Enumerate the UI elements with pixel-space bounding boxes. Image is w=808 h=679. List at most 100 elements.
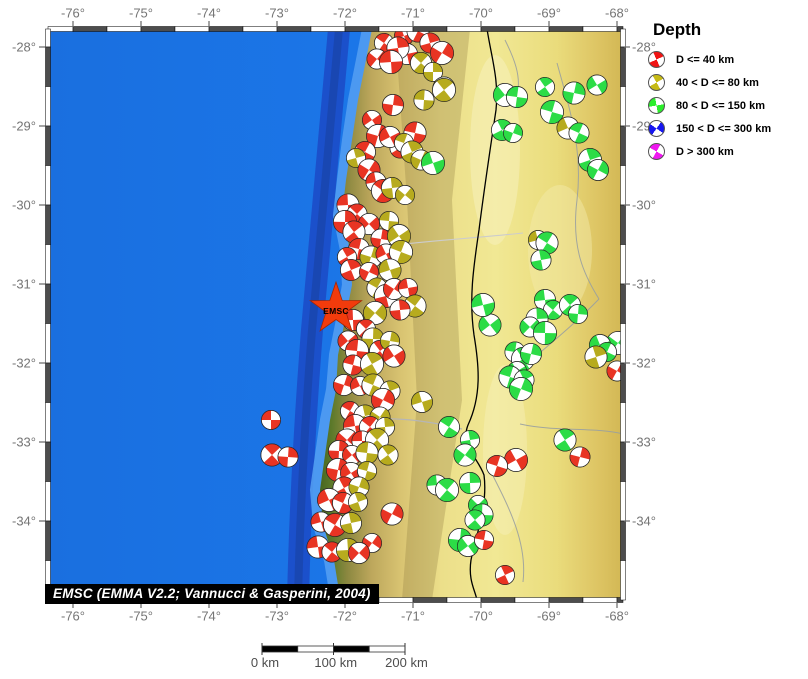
frame-segment <box>378 597 414 603</box>
frame-segment <box>45 204 51 245</box>
frame-segment <box>620 125 626 166</box>
frame-segment <box>45 244 51 285</box>
beachball <box>348 492 368 512</box>
axis-label: -70° <box>469 608 493 624</box>
axis-label: -28° <box>632 39 656 55</box>
frame-segment <box>45 402 51 443</box>
frame-segment <box>620 28 626 48</box>
frame-segment <box>242 26 278 32</box>
beachball <box>340 512 362 534</box>
frame-segment <box>620 244 626 285</box>
frame-segment <box>620 402 626 443</box>
frame-segment <box>140 26 176 32</box>
frame-segment <box>45 520 51 561</box>
beachball <box>459 472 481 494</box>
frame-segment <box>514 597 550 603</box>
scale-bar-segment <box>333 645 370 653</box>
frame-segment <box>548 597 584 603</box>
beachball <box>430 41 454 65</box>
credit-label: EMSC (EMMA V2.2; Vannucci & Gasperini, 2… <box>45 584 379 604</box>
beachball <box>261 410 281 430</box>
axis-label: -75° <box>129 5 153 21</box>
axis-label: -30° <box>12 197 36 213</box>
beachball <box>342 354 364 376</box>
beachball <box>357 461 377 481</box>
frame-segment <box>412 597 448 603</box>
frame-segment <box>174 26 210 32</box>
axis-label: -74° <box>197 5 221 21</box>
beachball <box>504 448 528 472</box>
frame-segment <box>310 26 346 32</box>
depth-legend: Depth D <= 40 km 40 < D <= 80 km 80 < D <=… <box>648 20 806 163</box>
beachball <box>382 94 404 116</box>
emsc-star-shape <box>309 280 363 332</box>
legend-item: D <= 40 km <box>648 48 806 71</box>
beachball <box>382 344 406 368</box>
emsc-star-label: EMSC <box>323 306 349 316</box>
legend-beachball-icon <box>648 120 665 137</box>
beachball <box>535 77 555 97</box>
frame-segment <box>45 46 51 87</box>
beachball <box>421 151 445 175</box>
beachball <box>377 444 399 466</box>
beachball <box>495 565 515 585</box>
beachball <box>411 391 433 413</box>
axis-label: -72° <box>333 608 357 624</box>
legend-item: 150 < D <= 300 km <box>648 117 806 140</box>
axis-label: -72° <box>333 5 357 21</box>
axis-label: -73° <box>265 608 289 624</box>
beachball <box>568 122 590 144</box>
beachball <box>520 343 542 365</box>
beachball <box>395 185 415 205</box>
emsc-star <box>309 280 363 332</box>
scale-bar-segment <box>368 645 406 653</box>
beachball <box>464 509 486 531</box>
frame-segment <box>620 560 626 601</box>
map-interior <box>48 29 623 600</box>
axis-label: -73° <box>265 5 289 21</box>
legend-item-label: D > 300 km <box>676 145 734 158</box>
frame-segment <box>45 125 51 166</box>
axis-label: -32° <box>12 355 36 371</box>
frame-segment <box>106 26 142 32</box>
scale-bar-segment <box>261 645 299 653</box>
axis-label: -75° <box>129 608 153 624</box>
beachball <box>503 123 523 143</box>
beachball <box>474 530 494 550</box>
beachball <box>568 304 588 324</box>
beachball <box>506 86 528 108</box>
legend-beachball-icon <box>648 143 665 160</box>
axis-label: -34° <box>632 513 656 529</box>
beachball <box>389 299 411 321</box>
high-andes-patch <box>483 365 527 535</box>
beachball <box>371 388 395 412</box>
beachball <box>389 240 413 264</box>
frame-segment <box>620 86 626 127</box>
beachball <box>332 492 354 514</box>
beachball <box>486 455 508 477</box>
frame-segment <box>620 441 626 482</box>
frame-segment <box>446 597 482 603</box>
beachball <box>340 259 362 281</box>
frame-segment <box>72 26 108 32</box>
frame-segment <box>45 28 51 48</box>
beachball <box>438 416 460 438</box>
beachball <box>260 443 284 467</box>
beachball <box>509 377 533 401</box>
frame-segment <box>582 597 618 603</box>
legend-items: D <= 40 km 40 < D <= 80 km 80 < D <= 150 k… <box>648 48 806 163</box>
axis-label: -76° <box>61 5 85 21</box>
mountain-shading <box>395 29 470 600</box>
high-andes-patch <box>470 55 520 245</box>
axis-label: -33° <box>12 434 36 450</box>
beachball <box>363 301 387 325</box>
frame-segment <box>45 362 51 403</box>
beachball <box>471 293 495 317</box>
frame-segment <box>45 283 51 324</box>
beachball <box>569 446 591 468</box>
scale-bar-label: 200 km <box>385 655 428 670</box>
beachball <box>562 81 586 105</box>
frame-segment <box>620 46 626 87</box>
beachball <box>359 262 379 282</box>
axis-label: -34° <box>12 513 36 529</box>
